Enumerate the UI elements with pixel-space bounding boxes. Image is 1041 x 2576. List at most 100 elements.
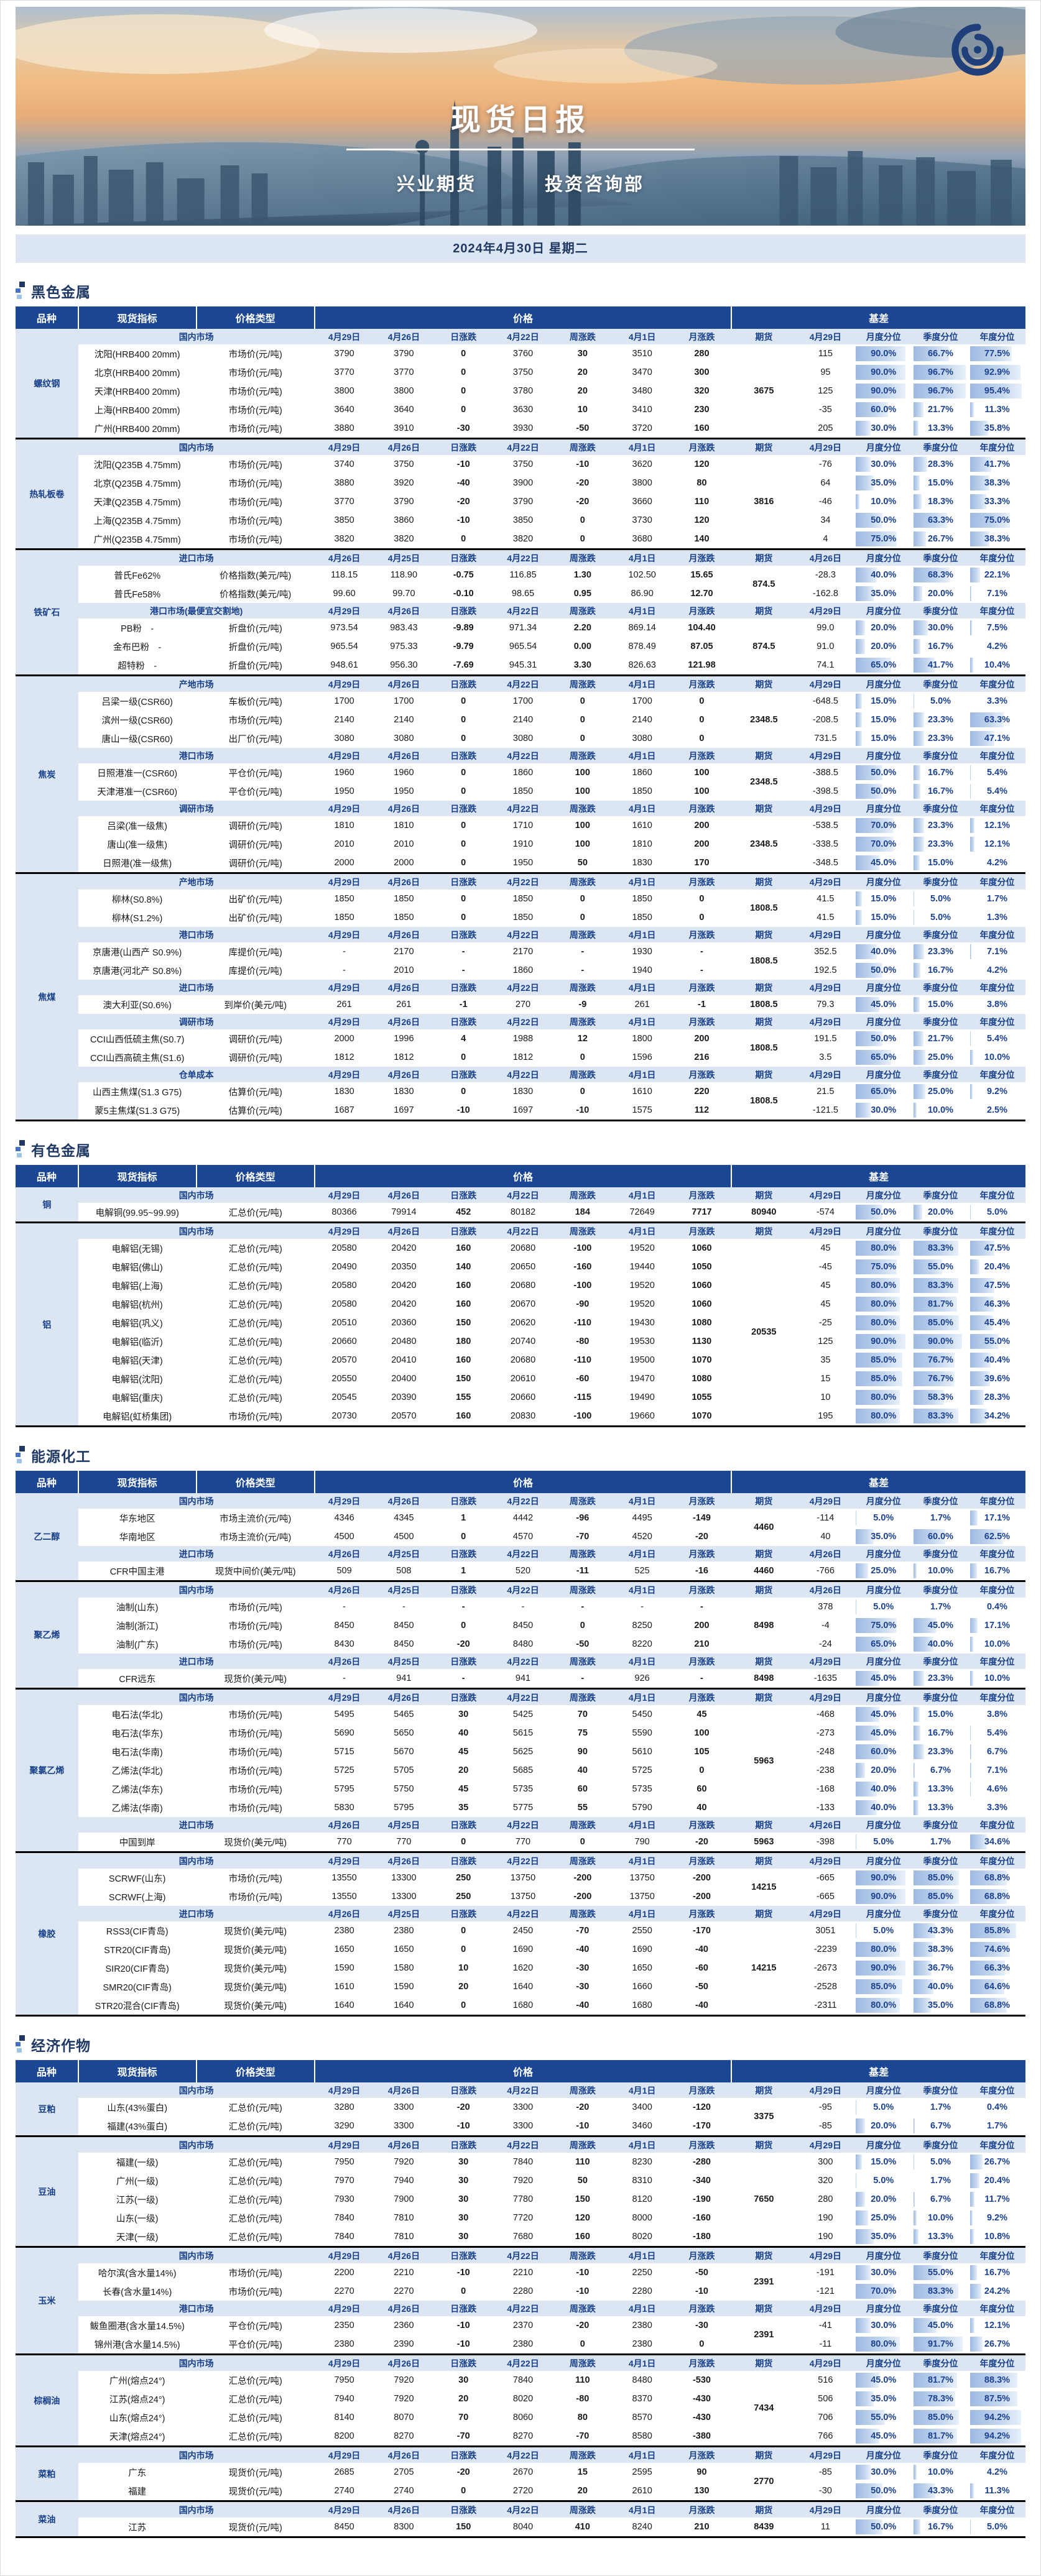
pct-cell: 50.0% xyxy=(854,1203,912,1223)
market-label: 产地市场 xyxy=(78,676,315,692)
change-cell: 30 xyxy=(433,2227,493,2247)
pct-value: 45.0% xyxy=(871,1709,896,1719)
pct-cell: 23.3% xyxy=(912,816,969,835)
price-cell: 2000 xyxy=(315,1029,374,1048)
pct-cell: 5.0% xyxy=(912,890,969,908)
price-cell: 826.63 xyxy=(613,656,672,676)
pct-cell: 21.7% xyxy=(912,1029,969,1048)
indicator-cell: 电解铝(沈阳) xyxy=(78,1369,197,1388)
pct-cell: 23.3% xyxy=(912,711,969,729)
bullet-square-dark xyxy=(19,1140,25,1146)
indicator-cell: 沈阳(HRB400 20mm) xyxy=(78,344,197,363)
price-col-head: 4月22日 xyxy=(493,1689,553,1706)
header-row: 品种现货指标价格类型价格基差 xyxy=(16,306,1025,329)
basis-cell: -85 xyxy=(796,2463,854,2482)
basis-date-head: 4月29日 xyxy=(796,676,854,692)
indicator-cell: 北京(HRB400 20mm) xyxy=(78,363,197,382)
pct-cell: 21.7% xyxy=(912,400,969,419)
price-cell: 3300 xyxy=(374,2117,434,2137)
change-cell: -20 xyxy=(433,492,493,511)
indicator-cell: 油制(山东) xyxy=(78,1598,197,1616)
pct-cell: 76.7% xyxy=(912,1369,969,1388)
price-cell: 8020 xyxy=(613,2227,672,2247)
pct-value: 45.0% xyxy=(871,1000,896,1010)
pct-value: 10.0% xyxy=(984,1052,1010,1062)
futures-cell: 1808.5 xyxy=(731,1029,796,1067)
pct-head: 季度分位 xyxy=(912,1014,969,1029)
change-cell: 2.20 xyxy=(553,619,613,637)
pct-cell: 30.0% xyxy=(854,2316,912,2335)
price-type-cell: 汇总价(元/吨) xyxy=(197,2209,315,2227)
price-cell: 7810 xyxy=(374,2209,434,2227)
change-cell: 12 xyxy=(553,1029,613,1048)
price-type-cell: 市场价(元/吨) xyxy=(197,1635,315,1654)
change-cell: 100 xyxy=(672,1724,732,1742)
pct-head: 季度分位 xyxy=(912,2137,969,2153)
price-col-head: 4月29日 xyxy=(315,439,374,456)
pct-cell: 16.7% xyxy=(912,1724,969,1742)
price-col-head: 4月1日 xyxy=(613,1067,672,1082)
basis-cell: 45 xyxy=(796,1239,854,1258)
change-cell: - xyxy=(672,961,732,980)
change-cell: -40 xyxy=(433,474,493,492)
pct-cell: 40.0% xyxy=(912,1977,969,1996)
price-cell: 20660 xyxy=(315,1332,374,1351)
pct-data-bar xyxy=(856,494,859,509)
pct-cell: 4.2% xyxy=(969,853,1025,873)
pct-cell: 16.7% xyxy=(969,2263,1025,2282)
pct-cell: 41.7% xyxy=(969,455,1025,474)
pct-value: 4.2% xyxy=(987,965,1007,975)
bullet-square-mid xyxy=(16,1453,21,1457)
change-cell: 1055 xyxy=(672,1388,732,1407)
price-cell: 20740 xyxy=(493,1332,553,1351)
pct-cell: 75.0% xyxy=(854,1616,912,1635)
market-label: 进口市场 xyxy=(78,1654,315,1669)
price-col-head: 4月26日 xyxy=(374,2301,434,2316)
change-cell: -70 xyxy=(433,2427,493,2447)
price-col-head: 4月1日 xyxy=(613,2301,672,2316)
pct-cell: 90.0% xyxy=(912,1332,969,1351)
price-cell: 508 xyxy=(374,1562,434,1581)
change-cell: 40 xyxy=(433,1724,493,1742)
price-col-head: 4月29日 xyxy=(315,2247,374,2264)
change-cell: 35 xyxy=(433,1798,493,1817)
pct-value: 80.0% xyxy=(871,1281,896,1290)
change-cell: -20 xyxy=(672,1527,732,1546)
indicator-cell: 电解铝(杭州) xyxy=(78,1295,197,1313)
indicator-cell: 天津(一级) xyxy=(78,2227,197,2247)
pct-head: 年度分位 xyxy=(969,1581,1025,1598)
price-col-head: 周涨跌 xyxy=(553,1906,613,1921)
pct-head: 季度分位 xyxy=(912,1654,969,1669)
pct-data-bar xyxy=(970,1511,978,1525)
pct-data-bar xyxy=(914,2465,917,2480)
indicator-cell: 广州(一级) xyxy=(78,2171,197,2190)
change-cell: -0.75 xyxy=(433,566,493,584)
price-type-cell: 汇总价(元/吨) xyxy=(197,2227,315,2247)
price-col-head: 4月26日 xyxy=(374,927,434,942)
section-title: 有色金属 xyxy=(31,1139,91,1160)
price-cell: 5465 xyxy=(374,1705,434,1724)
pct-cell: 50.0% xyxy=(854,763,912,782)
price-col-head: 4月22日 xyxy=(493,748,553,763)
price-col-head: 月涨跌 xyxy=(672,2355,732,2371)
pct-head: 月度分位 xyxy=(854,2082,912,2098)
pct-value: 81.7% xyxy=(928,2431,953,2441)
pct-value: 34.2% xyxy=(984,1411,1010,1421)
basis-cell: 34 xyxy=(796,511,854,530)
pct-cell: 45.0% xyxy=(854,995,912,1014)
change-cell: 30 xyxy=(433,2209,493,2227)
pct-cell: 87.5% xyxy=(969,2390,1025,2408)
price-col-head: 4月26日 xyxy=(315,1546,374,1562)
price-col-head: 周涨跌 xyxy=(553,2247,613,2264)
pct-cell: 83.3% xyxy=(912,1239,969,1258)
price-type-cell: 调研价(元/吨) xyxy=(197,816,315,835)
market-label: 进口市场 xyxy=(78,550,315,566)
pct-data-bar xyxy=(914,1084,925,1099)
pct-value: 85.0% xyxy=(928,1892,953,1902)
section-bullet-icon xyxy=(16,282,25,300)
